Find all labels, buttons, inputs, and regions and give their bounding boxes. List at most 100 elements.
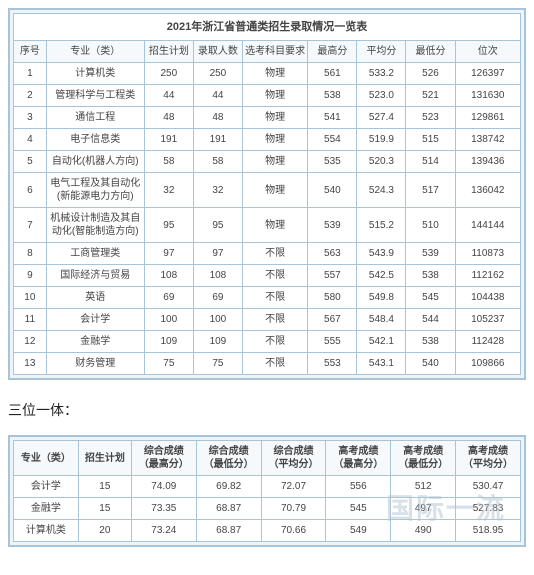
table-cell: 5 — [14, 151, 47, 173]
table-cell: 515 — [406, 129, 455, 151]
table-cell: 58 — [193, 151, 242, 173]
table-cell: 物理 — [242, 63, 307, 85]
table-cell: 6 — [14, 173, 47, 208]
table-row: 8工商管理类9797不限563543.9539110873 — [14, 243, 521, 265]
secondary-table-container: 专业（类）招生计划综合成绩（最高分）综合成绩（最低分）综合成绩（平均分）高考成绩… — [8, 435, 526, 547]
table-cell: 549.8 — [357, 287, 406, 309]
table-cell: 250 — [193, 63, 242, 85]
table-cell: 44 — [193, 85, 242, 107]
table-cell: 520.3 — [357, 151, 406, 173]
table-cell: 539 — [308, 208, 357, 243]
table-cell: 512 — [391, 476, 456, 498]
table-cell: 112162 — [455, 265, 520, 287]
table-cell: 515.2 — [357, 208, 406, 243]
column-header: 招生计划 — [144, 41, 193, 63]
table-row: 3通信工程4848物理541527.4523129861 — [14, 107, 521, 129]
table-row: 计算机类2073.2468.8770.66549490518.95 — [14, 520, 521, 542]
column-header: 高考成绩（最低分） — [391, 441, 456, 476]
table-cell: 15 — [78, 476, 131, 498]
table-cell: 32 — [144, 173, 193, 208]
table-row: 金融学1573.3568.8770.79545497527.83 — [14, 498, 521, 520]
table-cell: 526 — [406, 63, 455, 85]
table-cell: 75 — [193, 353, 242, 375]
table-cell: 136042 — [455, 173, 520, 208]
table-title: 2021年浙江省普通类招生录取情况一览表 — [14, 14, 521, 41]
table-row: 4电子信息类191191物理554519.9515138742 — [14, 129, 521, 151]
table-row: 7机械设计制造及其自动化(智能制造方向)9595物理539515.2510144… — [14, 208, 521, 243]
table-cell: 95 — [144, 208, 193, 243]
table-cell: 不限 — [242, 353, 307, 375]
table-row: 13财务管理7575不限553543.1540109866 — [14, 353, 521, 375]
column-header: 综合成绩（平均分） — [261, 441, 326, 476]
table-cell: 139436 — [455, 151, 520, 173]
table-cell: 533.2 — [357, 63, 406, 85]
table-cell: 管理科学与工程类 — [46, 85, 144, 107]
column-header: 位次 — [455, 41, 520, 63]
table-cell: 549 — [326, 520, 391, 542]
table-cell: 109 — [193, 331, 242, 353]
table-cell: 580 — [308, 287, 357, 309]
table-cell: 财务管理 — [46, 353, 144, 375]
table-cell: 514 — [406, 151, 455, 173]
table-cell: 542.5 — [357, 265, 406, 287]
table-cell: 73.35 — [131, 498, 196, 520]
table-cell: 523.0 — [357, 85, 406, 107]
table-cell: 545 — [326, 498, 391, 520]
table-cell: 126397 — [455, 63, 520, 85]
main-table-container: 2021年浙江省普通类招生录取情况一览表 序号专业（类）招生计划录取人数选考科目… — [8, 8, 526, 380]
table-cell: 497 — [391, 498, 456, 520]
table-cell: 129861 — [455, 107, 520, 129]
table-cell: 100 — [144, 309, 193, 331]
table-row: 会计学1574.0969.8272.07556512530.47 — [14, 476, 521, 498]
table-cell: 3 — [14, 107, 47, 129]
table-cell: 97 — [193, 243, 242, 265]
table-cell: 工商管理类 — [46, 243, 144, 265]
column-header: 专业（类） — [46, 41, 144, 63]
table-row: 2管理科学与工程类4444物理538523.0521131630 — [14, 85, 521, 107]
column-header: 选考科目要求 — [242, 41, 307, 63]
table-header-row: 专业（类）招生计划综合成绩（最高分）综合成绩（最低分）综合成绩（平均分）高考成绩… — [14, 441, 521, 476]
table-cell: 物理 — [242, 151, 307, 173]
column-header: 最高分 — [308, 41, 357, 63]
table-cell: 会计学 — [46, 309, 144, 331]
table-cell: 机械设计制造及其自动化(智能制造方向) — [46, 208, 144, 243]
table-cell: 519.9 — [357, 129, 406, 151]
table-row: 10英语6969不限580549.8545104438 — [14, 287, 521, 309]
table-cell: 物理 — [242, 129, 307, 151]
table-cell: 563 — [308, 243, 357, 265]
table-cell: 12 — [14, 331, 47, 353]
column-header: 录取人数 — [193, 41, 242, 63]
table-cell: 108 — [144, 265, 193, 287]
table-cell: 105237 — [455, 309, 520, 331]
table-cell: 540 — [308, 173, 357, 208]
composite-score-table: 专业（类）招生计划综合成绩（最高分）综合成绩（最低分）综合成绩（平均分）高考成绩… — [13, 440, 521, 542]
table-cell: 75 — [144, 353, 193, 375]
table-cell: 541 — [308, 107, 357, 129]
table-cell: 72.07 — [261, 476, 326, 498]
table-cell: 524.3 — [357, 173, 406, 208]
table-cell: 9 — [14, 265, 47, 287]
table-cell: 191 — [193, 129, 242, 151]
table-cell: 543.9 — [357, 243, 406, 265]
table-cell: 545 — [406, 287, 455, 309]
table-cell: 英语 — [46, 287, 144, 309]
table-cell: 109866 — [455, 353, 520, 375]
table-cell: 73.24 — [131, 520, 196, 542]
table-header-row: 序号专业（类）招生计划录取人数选考科目要求最高分平均分最低分位次 — [14, 41, 521, 63]
table-cell: 物理 — [242, 107, 307, 129]
table-cell: 540 — [406, 353, 455, 375]
table-cell: 108 — [193, 265, 242, 287]
table-cell: 不限 — [242, 265, 307, 287]
table-cell: 104438 — [455, 287, 520, 309]
table-cell: 510 — [406, 208, 455, 243]
column-header: 专业（类） — [14, 441, 79, 476]
table-cell: 电子信息类 — [46, 129, 144, 151]
table-cell: 567 — [308, 309, 357, 331]
table-cell: 13 — [14, 353, 47, 375]
table-cell: 109 — [144, 331, 193, 353]
table-cell: 112428 — [455, 331, 520, 353]
table-cell: 555 — [308, 331, 357, 353]
table-cell: 58 — [144, 151, 193, 173]
table-cell: 517 — [406, 173, 455, 208]
column-header: 招生计划 — [78, 441, 131, 476]
